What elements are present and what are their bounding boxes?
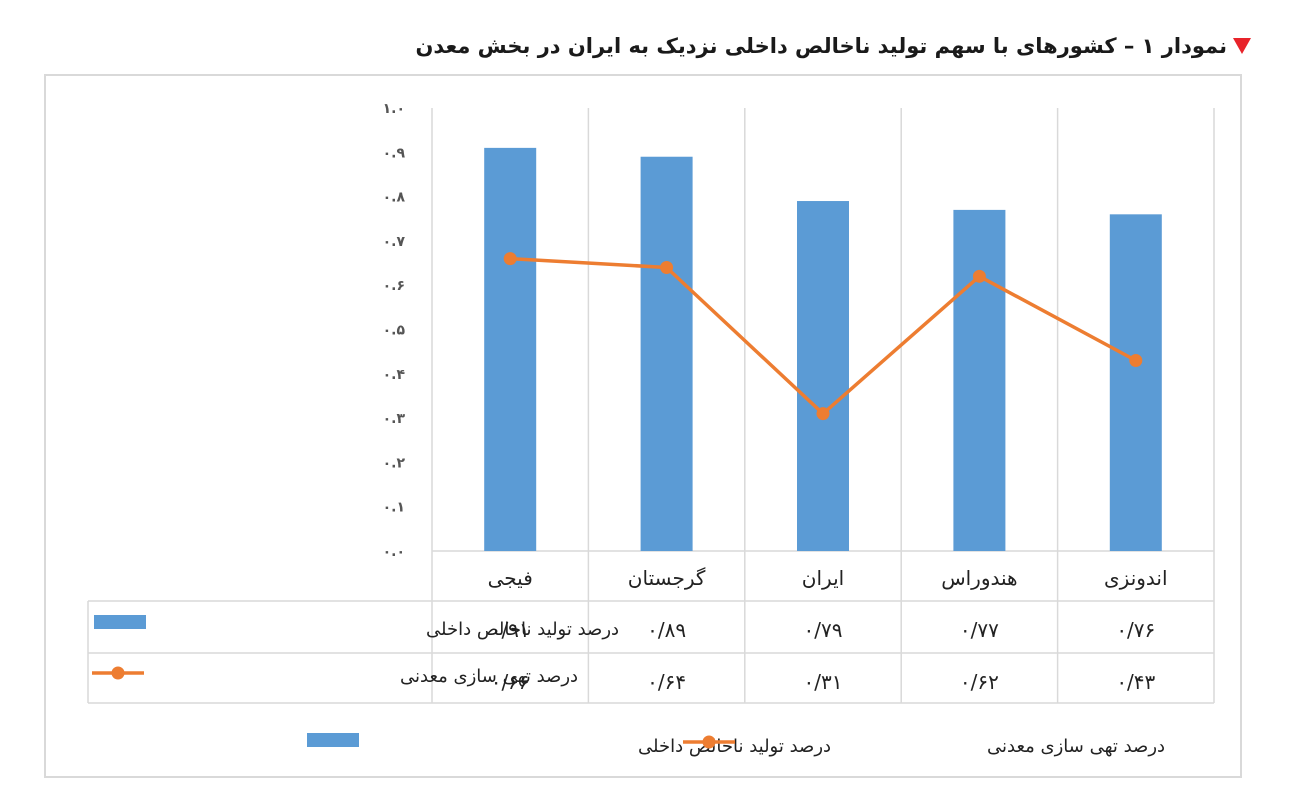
y-tick-label: ۰.۴ [383, 367, 406, 383]
category-label: فیجی [488, 566, 533, 590]
legend-label: درصد تهی سازی معدنی [987, 736, 1165, 757]
table-value: ۰/۴۳ [1116, 670, 1155, 694]
category-label: ایران [802, 566, 844, 590]
table-value: ۰/۷۶ [1116, 618, 1155, 642]
legend-line-marker [702, 735, 716, 749]
table-value: ۰/۶۲ [960, 670, 999, 694]
y-tick-label: ۰.۸ [383, 190, 406, 206]
table-value: ۰/۳۱ [804, 670, 843, 694]
legend-label: درصد تولید ناخالص داخلی [638, 736, 831, 757]
table-value: ۰/۶۴ [647, 670, 686, 694]
y-tick-label: ۰.۱ [383, 500, 405, 516]
table-bar-key [94, 615, 146, 629]
category-label: گرجستان [628, 566, 706, 590]
bar [953, 209, 1006, 551]
table-series-label: درصد تولید ناخالص داخلی [426, 619, 619, 640]
table-line-key-marker [111, 666, 125, 680]
table-value: ۰/۷۹ [804, 618, 843, 642]
y-tick-label: ۰.۲ [383, 455, 406, 471]
bar [640, 156, 693, 552]
line-point [816, 407, 830, 421]
table-value: ۰/۹۱ [491, 618, 530, 642]
line-point [1129, 354, 1143, 368]
y-tick-label: ۱.۰ [383, 101, 405, 117]
y-tick-label: ۰.۵ [383, 323, 406, 339]
chart-title: نمودار ۱ – کشورهای با سهم تولید ناخالص د… [415, 34, 1227, 58]
bar [1109, 214, 1162, 551]
table-value: ۰/۸۹ [647, 618, 686, 642]
y-tick-label: ۰.۷ [383, 234, 406, 250]
chart-frame [44, 74, 1242, 778]
line-point [972, 269, 986, 283]
bar [484, 147, 537, 551]
chart-title-row: نمودار ۱ – کشورهای با سهم تولید ناخالص د… [415, 34, 1251, 58]
y-tick-label: ۰.۳ [383, 411, 406, 427]
y-tick-label: ۰.۹ [383, 145, 406, 161]
bar [797, 201, 849, 551]
line-point [503, 252, 517, 266]
triangle-marker-icon [1233, 38, 1251, 54]
table-value: ۰/۶۶ [491, 670, 530, 694]
table-series-label: درصد تهی سازی معدنی [400, 666, 578, 687]
y-tick-label: ۰.۶ [383, 278, 405, 294]
category-label: اندونزی [1104, 566, 1168, 590]
line-point [660, 260, 674, 274]
category-label: هندوراس [941, 566, 1017, 590]
legend-bar-swatch [307, 733, 359, 747]
table-value: ۰/۷۷ [960, 618, 999, 642]
y-tick-label: ۰.۰ [383, 544, 405, 560]
